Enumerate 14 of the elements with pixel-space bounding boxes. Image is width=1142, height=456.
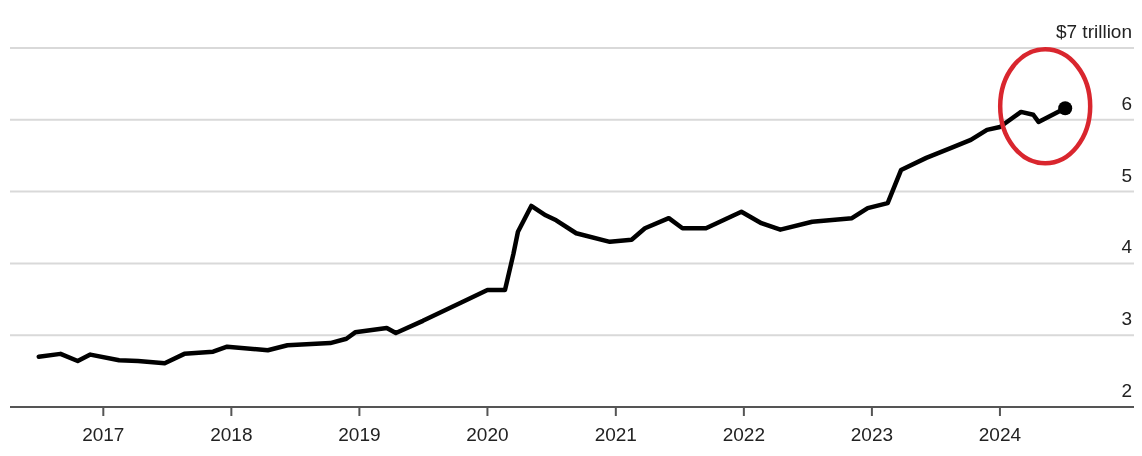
x-tick-label: 2022 [722,424,765,445]
x-tick-label: 2020 [466,424,509,445]
y-tick-label: 3 [1121,308,1132,330]
y-tick-label: 6 [1121,92,1132,114]
y-tick-label: 2 [1121,380,1132,401]
x-tick-label: 2021 [594,424,637,445]
y-tick-label: 5 [1121,164,1132,186]
x-tick-label: 2017 [82,424,125,445]
x-tick-label: 2018 [210,424,253,445]
y-tick-label: 4 [1121,236,1133,258]
x-tick-label: 2019 [338,424,381,445]
x-tick-label: 2023 [850,424,894,445]
y-tick-label: $7 trillion [1055,21,1132,42]
x-tick-label: 2024 [978,424,1022,445]
